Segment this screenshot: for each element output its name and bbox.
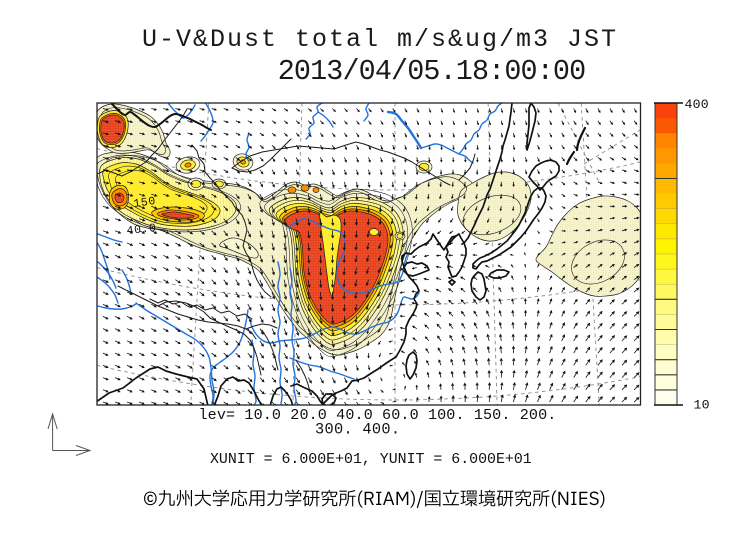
svg-text:40.0: 40.0 [126,222,157,238]
svg-text:300. 400.: 300. 400. [315,421,400,439]
svg-text:lev= 10.0 20.0 40.0 60.0 100.: lev= 10.0 20.0 40.0 60.0 100. 150. 200. [199,406,557,424]
svg-text:XUNIT = 6.000E+01, YUNIT = 6.0: XUNIT = 6.000E+01, YUNIT = 6.000E+01 [210,452,532,468]
svg-text:2013/04/05.18:00:00: 2013/04/05.18:00:00 [278,55,586,88]
svg-text:400: 400 [685,97,709,112]
svg-text:U-V&Dust total m/s&ug/m3 JST: U-V&Dust total m/s&ug/m3 JST [142,25,618,54]
svg-text:150: 150 [133,195,157,211]
svg-text:10: 10 [694,397,710,412]
